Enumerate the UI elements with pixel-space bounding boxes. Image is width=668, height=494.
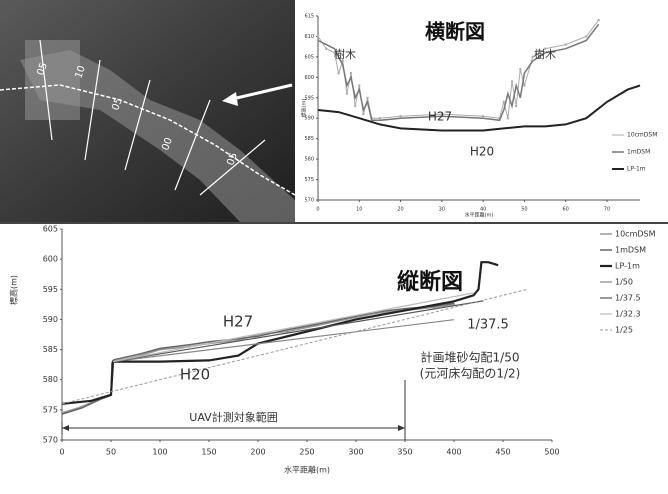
- x-tick-label: 450: [495, 448, 510, 457]
- y-tick-label: 605: [43, 225, 58, 234]
- y-tick-label: 595: [43, 285, 58, 294]
- chart-title: 横断図: [425, 20, 485, 44]
- point: [379, 117, 381, 119]
- y-tick-label: 580: [43, 375, 58, 384]
- y-tick-label: 570: [43, 436, 58, 445]
- y-tick-label: 580: [304, 157, 314, 163]
- legend-label: 1/50: [615, 278, 633, 287]
- x-tick-label: 10: [356, 207, 362, 213]
- annotation: H27: [223, 313, 253, 331]
- point: [515, 105, 517, 107]
- y-axis-label: 標高(m): [9, 275, 19, 305]
- legend-label: 1/32.3: [615, 310, 641, 319]
- y-tick-label: 585: [43, 345, 58, 354]
- aerial-photo: [0, 0, 295, 222]
- annotation: H20: [470, 145, 494, 159]
- point: [564, 43, 566, 45]
- y-tick-label: 575: [43, 405, 58, 414]
- point: [519, 68, 521, 70]
- x-tick-label: 300: [348, 448, 363, 457]
- point: [350, 72, 352, 74]
- annotation: 1/37.5: [467, 318, 509, 333]
- figure: 0510050005570575580585590595600605610615…: [0, 0, 668, 490]
- point: [317, 35, 319, 37]
- x-tick-label: 350: [397, 448, 412, 457]
- point: [503, 101, 505, 103]
- x-tick-label: 250: [299, 448, 314, 457]
- x-axis-label: 水平距離(m): [465, 212, 494, 219]
- x-tick-label: 0: [59, 448, 64, 457]
- point: [337, 72, 339, 74]
- legend-label: 1mDSM: [627, 149, 650, 156]
- x-tick-label: 50: [521, 207, 527, 213]
- legend-label: LP-1m: [615, 262, 640, 271]
- y-tick-label: 585: [304, 136, 314, 142]
- y-tick-label: 570: [304, 198, 314, 204]
- structure: [25, 40, 80, 120]
- y-tick-label: 590: [43, 315, 58, 324]
- x-tick-label: 70: [604, 207, 610, 213]
- point: [325, 48, 327, 50]
- point: [598, 19, 600, 21]
- annotation: 樹木: [534, 48, 556, 61]
- point: [523, 84, 525, 86]
- x-tick-label: 0: [316, 207, 319, 213]
- y-tick-label: 600: [43, 255, 58, 264]
- x-tick-label: 20: [397, 207, 403, 213]
- point: [482, 115, 484, 117]
- annotation: 計画堆砂勾配1/50: [421, 350, 520, 365]
- x-tick-label: 200: [250, 448, 265, 457]
- annotation: (元河床勾配の1/2): [420, 367, 521, 381]
- x-axis-label: 水平距離(m): [284, 465, 330, 475]
- x-tick-label: 50: [106, 448, 116, 457]
- x-tick-label: 500: [544, 448, 559, 457]
- point: [399, 115, 401, 117]
- legend-label: 10cmDSM: [627, 132, 657, 139]
- legend-label: 1mDSM: [615, 246, 646, 255]
- point: [366, 97, 368, 99]
- y-tick-label: 575: [304, 177, 314, 183]
- x-tick-label: 60: [563, 207, 569, 213]
- x-tick-label: 400: [446, 448, 461, 457]
- annotation: H20: [180, 366, 210, 384]
- point: [354, 105, 356, 107]
- y-axis-label: 標高(m): [301, 99, 308, 118]
- point: [585, 35, 587, 37]
- x-tick-label: 150: [201, 448, 216, 457]
- legend-label: LP-1m: [627, 166, 646, 173]
- chart-title: 縦断図: [397, 269, 463, 295]
- range-label: UAV計測対象範囲: [189, 410, 277, 424]
- y-tick-label: 600: [304, 75, 314, 81]
- y-tick-label: 615: [304, 14, 314, 20]
- point: [511, 80, 513, 82]
- point: [362, 113, 364, 115]
- legend-label: 1/25: [615, 326, 633, 335]
- legend-label: 1/37.5: [615, 294, 641, 303]
- y-tick-label: 610: [304, 34, 314, 40]
- x-tick-label: 30: [439, 207, 445, 213]
- y-tick-label: 605: [304, 54, 314, 60]
- x-tick-label: 100: [152, 448, 167, 457]
- annotation: H27: [428, 110, 452, 124]
- point: [346, 92, 348, 94]
- point: [507, 117, 509, 119]
- legend-label: 10cmDSM: [615, 230, 656, 239]
- point: [358, 84, 360, 86]
- annotation: 樹木: [334, 48, 356, 61]
